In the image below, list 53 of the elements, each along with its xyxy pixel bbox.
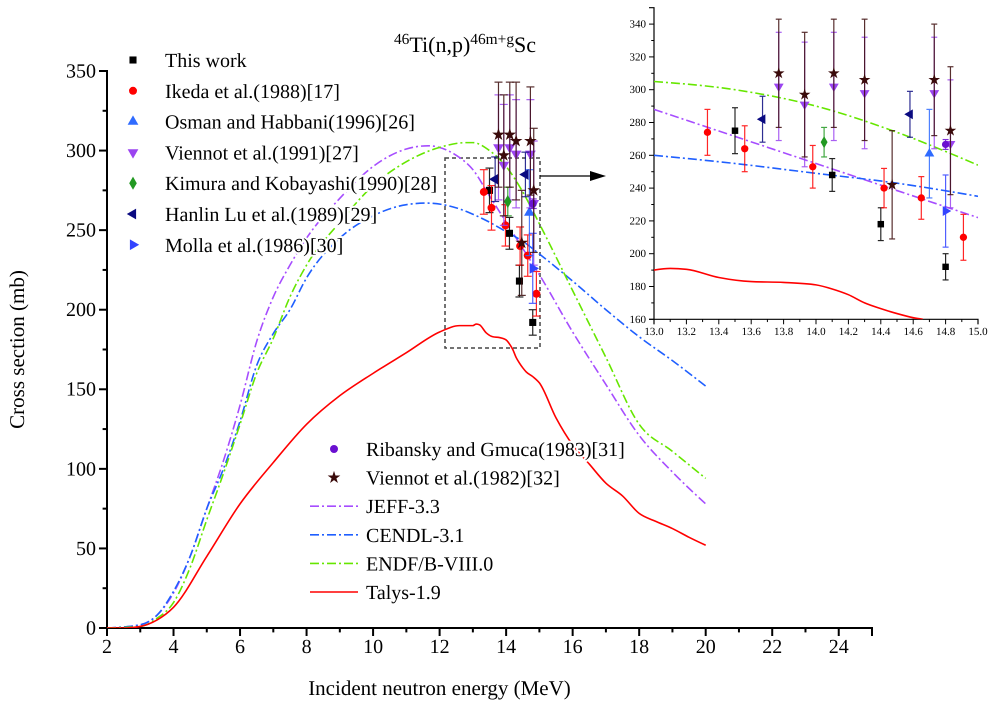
legend-label: ENDF/B-VIII.0	[366, 553, 494, 576]
x-tick-label: 14.4	[871, 326, 891, 338]
x-tick-label: 10	[363, 636, 384, 658]
chart-title: $^{46}$Ti(n,p)$^{46m+g}$Sc	[394, 30, 536, 57]
legend-label: Osman and Habbani(1996)[26]	[165, 112, 415, 134]
legend-label: Talys-1.9	[366, 582, 441, 604]
y-tick-label: 340	[630, 18, 646, 31]
y-tick-label: 0	[86, 617, 96, 640]
legend-label: Ikeda et al.(1988)[17]	[165, 80, 340, 103]
x-tick-label: 13.6	[742, 326, 762, 338]
y-tick-label: 160	[630, 314, 646, 326]
y-tick-label: 150	[66, 378, 96, 401]
x-tick-label: 14.8	[936, 326, 956, 338]
x-tick-label: 13.8	[774, 326, 794, 338]
x-tick-label: 24	[828, 636, 849, 658]
y-tick-label: 200	[630, 248, 646, 260]
x-tick-label: 18	[629, 636, 650, 658]
y-tick-label: 280	[630, 117, 646, 130]
y-tick-label: 180	[630, 281, 646, 294]
x-tick-label: 4	[168, 636, 179, 658]
x-tick-label: 14.0	[806, 326, 826, 338]
y-tick-label: 200	[66, 299, 96, 322]
y-axis-title: Cross section (mb)	[5, 270, 29, 429]
y-tick-label: 250	[66, 220, 96, 242]
x-axis-title: Incident neutron energy (MeV)	[308, 676, 571, 700]
x-tick-label: 20	[696, 636, 716, 658]
x-tick-label: 6	[235, 636, 246, 658]
x-tick-label: 2	[102, 636, 112, 658]
y-tick-label: 320	[630, 51, 646, 64]
x-tick-label: 15.0	[968, 326, 988, 338]
legend-label: This work	[165, 50, 247, 72]
y-tick-label: 300	[630, 84, 646, 96]
x-tick-label: 13.0	[644, 326, 664, 338]
legend-label: Viennot et al.(1982)[32]	[366, 468, 560, 490]
y-tick-label: 50	[76, 538, 96, 560]
x-tick-label: 14.6	[904, 326, 924, 338]
y-tick-label: 260	[630, 150, 646, 162]
y-tick-label: 100	[66, 458, 96, 480]
y-tick-label: 350	[66, 60, 96, 82]
x-tick-label: 13.4	[709, 326, 729, 338]
x-tick-label: 8	[302, 636, 312, 658]
y-tick-label: 220	[630, 215, 646, 228]
legend-label: JEFF-3.3	[366, 496, 440, 518]
y-tick-label: 240	[630, 182, 646, 195]
legend-label: Viennot et al.(1991)[27]	[165, 142, 359, 164]
x-tick-label: 16	[562, 636, 583, 658]
x-tick-label: 13.2	[676, 326, 696, 338]
x-tick-label: 12	[430, 636, 450, 658]
x-tick-label: 14	[496, 636, 516, 658]
x-tick-label: 22	[762, 636, 782, 658]
y-tick-label: 300	[66, 140, 96, 162]
x-tick-label: 14.2	[838, 326, 858, 338]
legend-label: CENDL-3.1	[366, 524, 464, 547]
